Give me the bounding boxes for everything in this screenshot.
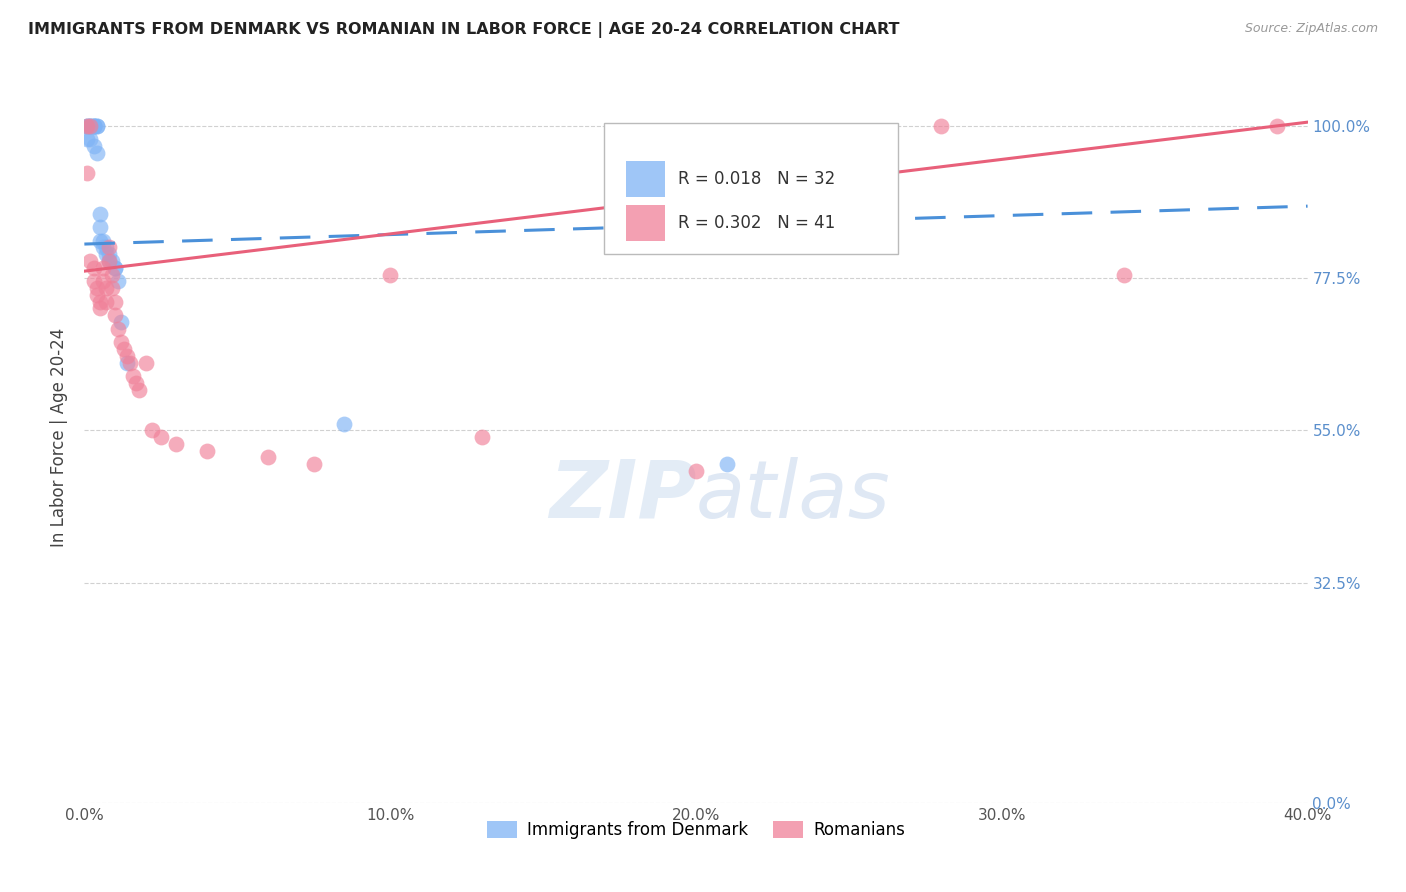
Point xyxy=(1265,119,1288,133)
Point xyxy=(97,247,120,261)
Point xyxy=(83,260,105,275)
Point xyxy=(302,457,325,471)
Point xyxy=(257,450,280,465)
Point xyxy=(110,315,132,329)
Text: IMMIGRANTS FROM DENMARK VS ROMANIAN IN LABOR FORCE | AGE 20-24 CORRELATION CHART: IMMIGRANTS FROM DENMARK VS ROMANIAN IN L… xyxy=(28,22,900,38)
Point xyxy=(112,342,135,356)
Point xyxy=(83,139,105,153)
Point xyxy=(101,268,124,282)
Point xyxy=(120,355,142,369)
Point xyxy=(97,240,120,254)
Point xyxy=(91,240,114,254)
Point xyxy=(89,206,111,220)
Point xyxy=(83,274,105,288)
Point xyxy=(76,119,98,133)
Text: R = 0.302   N = 41: R = 0.302 N = 41 xyxy=(678,214,835,232)
Point xyxy=(79,254,101,268)
Point xyxy=(471,430,494,444)
Point xyxy=(89,294,111,309)
Point xyxy=(76,166,98,180)
Point xyxy=(76,132,98,146)
Point xyxy=(104,294,127,309)
Point xyxy=(94,240,117,254)
Point xyxy=(83,119,105,133)
Point xyxy=(128,383,150,397)
Y-axis label: In Labor Force | Age 20-24: In Labor Force | Age 20-24 xyxy=(51,327,69,547)
Point xyxy=(86,119,108,133)
Text: R = 0.018   N = 32: R = 0.018 N = 32 xyxy=(678,169,835,188)
Point xyxy=(165,437,187,451)
Point xyxy=(91,234,114,248)
Point xyxy=(79,132,101,146)
Point xyxy=(79,119,101,133)
Text: Source: ZipAtlas.com: Source: ZipAtlas.com xyxy=(1244,22,1378,36)
Point xyxy=(76,119,98,133)
Point xyxy=(91,274,114,288)
Point xyxy=(97,254,120,268)
Point xyxy=(79,119,101,133)
Point xyxy=(107,322,129,336)
Point xyxy=(86,288,108,302)
Point xyxy=(94,294,117,309)
FancyBboxPatch shape xyxy=(626,161,665,197)
Point xyxy=(104,308,127,322)
Point xyxy=(89,220,111,235)
Point xyxy=(685,464,707,478)
Point xyxy=(89,234,111,248)
Point xyxy=(86,145,108,160)
Point xyxy=(149,430,172,444)
Point xyxy=(104,260,127,275)
Point xyxy=(122,369,145,384)
Point xyxy=(125,376,148,390)
Text: atlas: atlas xyxy=(696,457,891,534)
Legend: Immigrants from Denmark, Romanians: Immigrants from Denmark, Romanians xyxy=(481,814,911,846)
Point xyxy=(135,355,157,369)
Point xyxy=(94,247,117,261)
Point xyxy=(83,119,105,133)
Text: ZIP: ZIP xyxy=(548,457,696,534)
Point xyxy=(89,301,111,316)
Point xyxy=(716,457,738,471)
Point xyxy=(86,119,108,133)
Point xyxy=(110,335,132,350)
Point xyxy=(101,254,124,268)
Point xyxy=(333,417,356,431)
Point xyxy=(104,260,127,275)
Point xyxy=(94,281,117,295)
Point xyxy=(107,274,129,288)
Point xyxy=(380,268,402,282)
Point xyxy=(83,119,105,133)
Point xyxy=(195,443,218,458)
Point xyxy=(101,281,124,295)
Point xyxy=(115,349,138,363)
Point xyxy=(86,281,108,295)
FancyBboxPatch shape xyxy=(626,205,665,241)
Point xyxy=(83,119,105,133)
Point xyxy=(79,119,101,133)
Point xyxy=(79,119,101,133)
Point xyxy=(1114,268,1136,282)
Point xyxy=(91,260,114,275)
Point xyxy=(76,119,98,133)
Point xyxy=(115,355,138,369)
Point xyxy=(97,254,120,268)
FancyBboxPatch shape xyxy=(605,122,898,254)
Point xyxy=(141,423,163,437)
Point xyxy=(929,119,952,133)
